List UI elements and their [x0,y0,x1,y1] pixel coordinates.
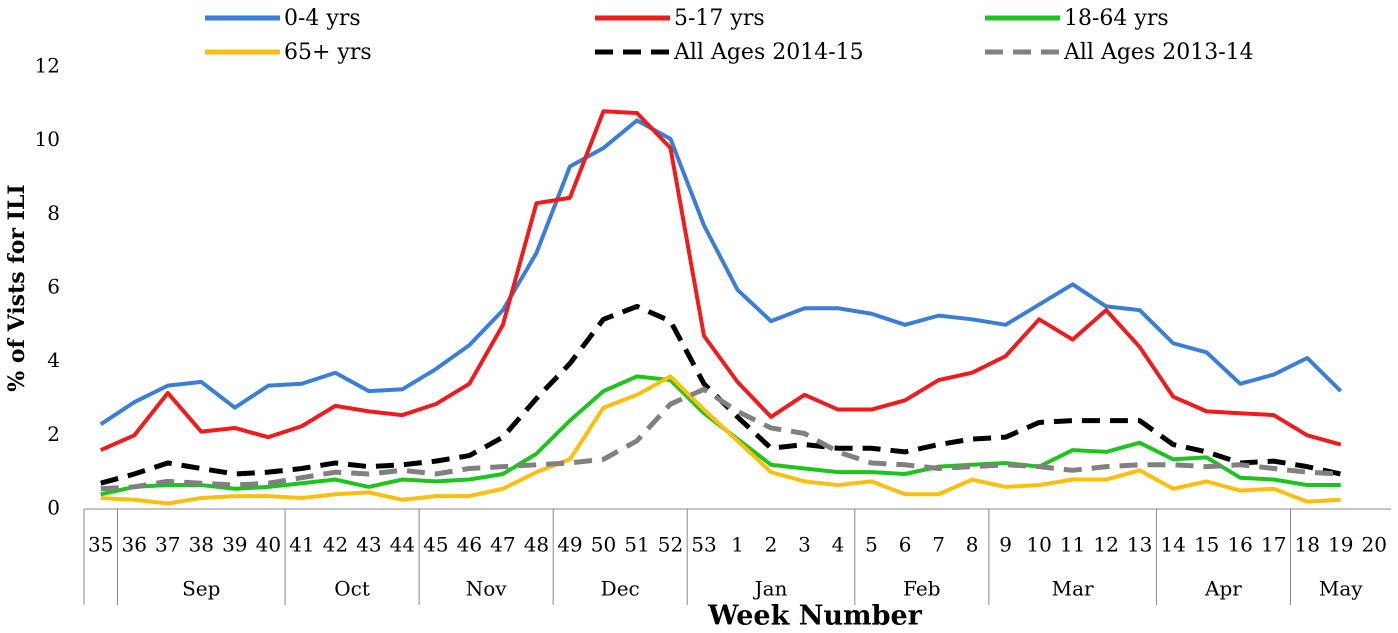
y-axis-title: % of Vists for ILI [4,184,30,391]
series-line [100,303,1342,486]
x-tick-label: 15 [1194,533,1219,557]
month-label: May [1319,577,1363,601]
x-tick-label: 16 [1227,533,1252,557]
x-tick-label: 18 [1294,533,1319,557]
x-tick-label: 41 [289,533,314,557]
x-tick-label: 38 [189,533,214,557]
y-tick-label: 0 [47,496,60,520]
x-tick-label: 42 [323,533,348,557]
legend-label: All Ages 2013-14 [1063,40,1254,65]
x-tick-label: 8 [966,533,979,557]
x-tick-label: 1 [731,533,744,557]
x-tick-label: 47 [490,533,515,557]
month-label: Jan [753,577,788,601]
y-tick-label: 4 [47,348,60,372]
x-tick-label: 51 [624,533,649,557]
month-label: Mar [1052,577,1094,601]
x-tick-label: 19 [1328,533,1353,557]
x-tick-label: 10 [1026,533,1051,557]
x-tick-label: 52 [658,533,683,557]
x-tick-label: 45 [423,533,448,557]
month-label: Oct [334,577,370,601]
month-label: Dec [601,577,640,601]
x-tick-label: 13 [1127,533,1152,557]
x-tick-label: 5 [865,533,878,557]
series-line [100,374,1341,506]
y-tick-label: 10 [35,127,60,151]
x-tick-label: 48 [524,533,549,557]
x-tick-label: 17 [1261,533,1286,557]
month-label: Apr [1204,577,1242,601]
x-tick-label: 9 [999,533,1012,557]
series-line [99,109,1342,452]
x-tick-label: 43 [356,533,381,557]
x-tick-label: 11 [1060,533,1085,557]
y-tick-label: 12 [35,54,60,78]
y-tick-label: 2 [47,422,60,446]
legend-label: 65+ yrs [284,40,372,65]
y-tick-label: 8 [47,201,60,225]
series-line [100,386,1341,492]
x-tick-label: 53 [691,533,716,557]
month-label: Nov [466,577,508,601]
legend-label: 0-4 yrs [284,6,361,31]
legend-label: 18-64 yrs [1064,6,1169,31]
x-tick-label: 4 [832,533,845,557]
x-tick-label: 44 [390,533,415,557]
legend-label: All Ages 2014-15 [673,40,864,65]
month-label: Feb [903,577,940,601]
x-tick-label: 39 [222,533,247,557]
x-tick-label: 35 [88,533,113,557]
x-tick-label: 46 [457,533,482,557]
series-line [99,118,1343,426]
x-tick-label: 12 [1093,533,1118,557]
x-tick-label: 20 [1362,533,1387,557]
month-label: Sep [182,577,220,601]
y-tick-label: 6 [47,275,60,299]
x-tick-label: 49 [557,533,582,557]
x-tick-label: 36 [122,533,147,557]
x-tick-label: 50 [591,533,616,557]
x-tick-label: 3 [798,533,811,557]
legend-label: 5-17 yrs [674,6,765,31]
x-tick-label: 2 [765,533,778,557]
x-tick-label: 6 [899,533,912,557]
x-axis-title: Week Number [707,601,923,632]
x-tick-label: 14 [1160,533,1185,557]
x-tick-label: 7 [932,533,945,557]
x-tick-label: 40 [256,533,281,557]
x-tick-label: 37 [155,533,180,557]
